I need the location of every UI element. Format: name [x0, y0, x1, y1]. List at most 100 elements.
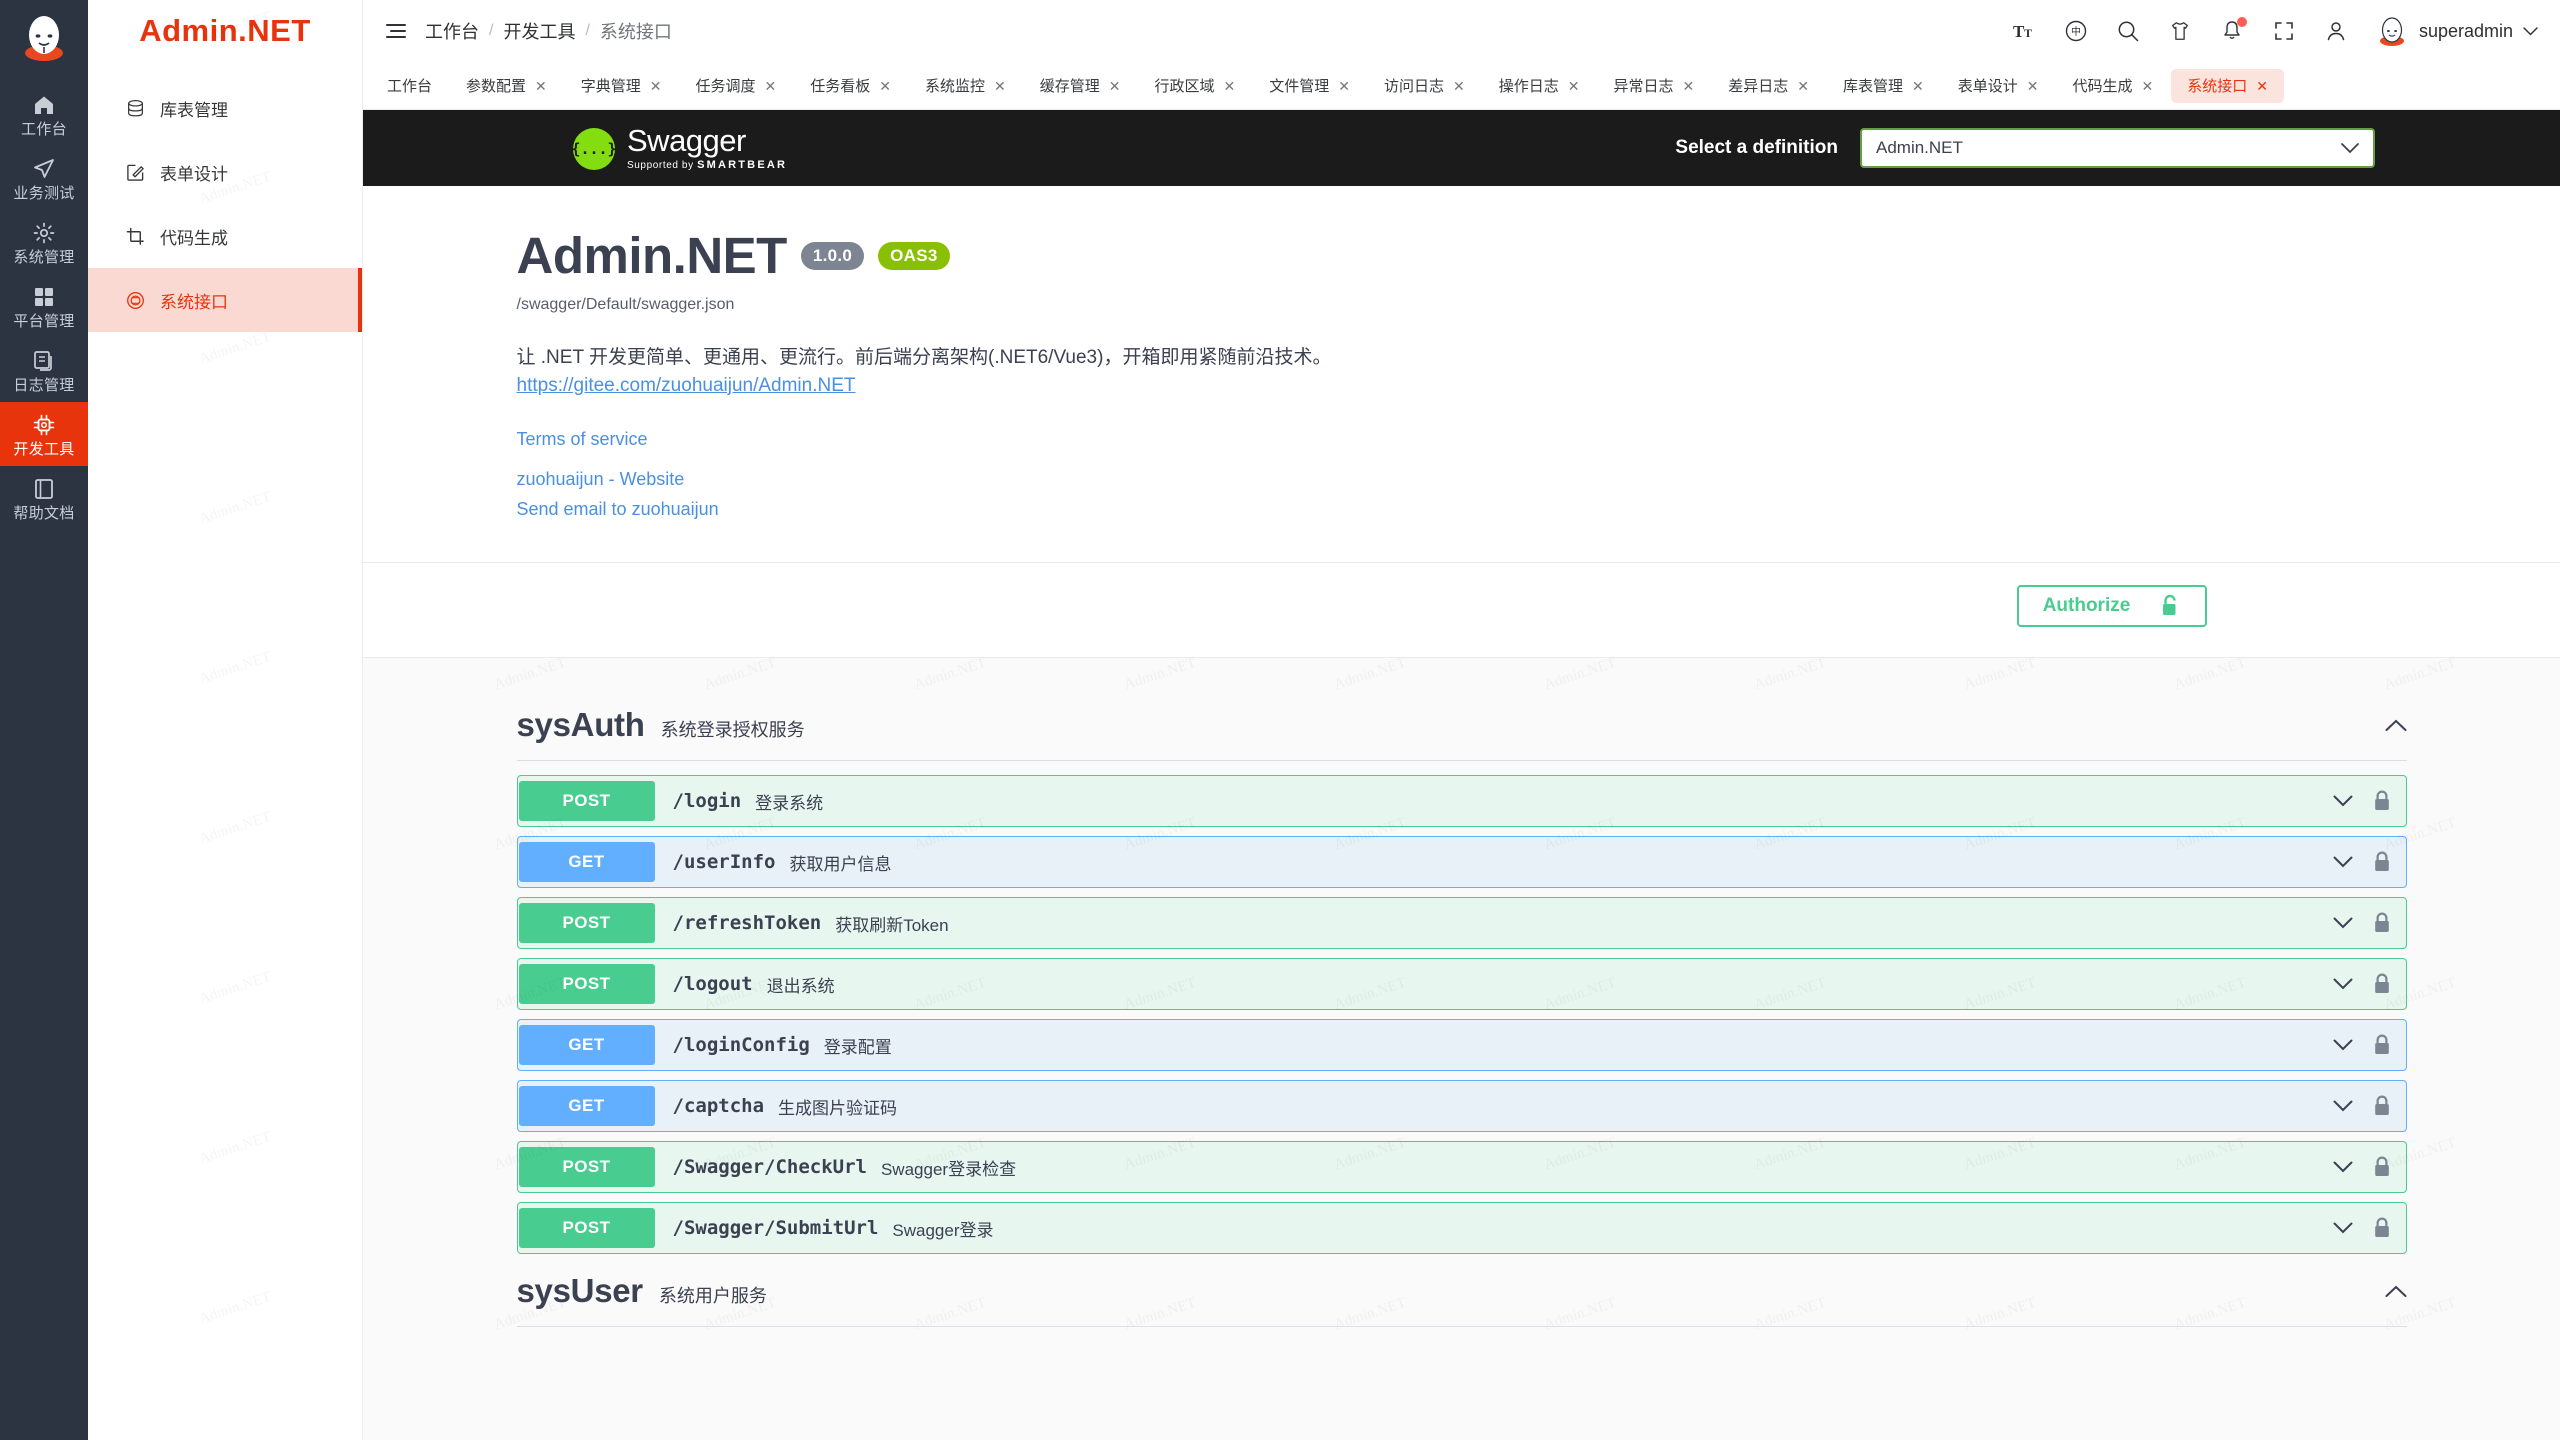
tab-close-icon[interactable]: ✕	[649, 77, 662, 94]
font-size-icon[interactable]: T T	[2011, 18, 2037, 44]
tab-close-icon[interactable]: ✕	[535, 77, 547, 94]
tab-13[interactable]: 库表管理 ✕	[1827, 69, 1940, 103]
tab-close-icon[interactable]: ✕	[879, 77, 892, 94]
tab-close-icon[interactable]: ✕	[1338, 77, 1351, 94]
tab-9[interactable]: 访问日志 ✕	[1368, 69, 1481, 103]
tab-8[interactable]: 文件管理 ✕	[1253, 69, 1366, 103]
tab-10[interactable]: 操作日志 ✕	[1483, 69, 1596, 103]
tab-5[interactable]: 系统监控 ✕	[909, 69, 1022, 103]
chevron-down-icon[interactable]	[2333, 917, 2353, 929]
sidebar-item-0[interactable]: 库表管理	[88, 76, 362, 140]
rail-item-0[interactable]: 工作台	[0, 82, 88, 146]
account-icon[interactable]	[2323, 18, 2349, 44]
tab-close-icon[interactable]: ✕	[1682, 77, 1695, 94]
api-section-header[interactable]: sysUser 系统用户服务	[516, 1254, 2407, 1328]
sidebar-collapse-icon[interactable]	[381, 16, 411, 46]
chevron-down-icon[interactable]	[2523, 26, 2538, 36]
sidebar-item-2[interactable]: 代码生成	[88, 204, 362, 268]
rail-item-4[interactable]: 日志管理	[0, 338, 88, 402]
lock-icon[interactable]	[2373, 851, 2391, 873]
authorize-button[interactable]: Authorize	[2016, 585, 2207, 628]
tab-3[interactable]: 任务调度 ✕	[680, 69, 793, 103]
http-method-badge: POST	[518, 964, 655, 1005]
tab-close-icon[interactable]: ✕	[1453, 77, 1465, 94]
lock-icon[interactable]	[2373, 1156, 2391, 1178]
email-link[interactable]: Send email to zuohuaijun	[516, 499, 719, 520]
tab-close-icon[interactable]: ✕	[1797, 77, 1810, 94]
user-menu[interactable]: superadmin	[2375, 14, 2538, 48]
chevron-down-icon[interactable]	[2333, 978, 2353, 990]
api-operation-row[interactable]: POST/Swagger/SubmitUrl Swagger登录	[516, 1202, 2407, 1255]
rail-item-label: 开发工具	[13, 441, 75, 458]
chevron-down-icon[interactable]	[2333, 1039, 2353, 1051]
lock-icon[interactable]	[2373, 1217, 2391, 1239]
website-link[interactable]: zuohuaijun - Website	[516, 469, 685, 490]
tab-0[interactable]: 工作台	[371, 69, 448, 103]
swagger-logo[interactable]: {...} Swagger Supported by SMARTBEAR	[571, 125, 787, 171]
lock-icon[interactable]	[2373, 973, 2391, 995]
tab-16[interactable]: 系统接口 ✕	[2171, 68, 2285, 103]
chevron-down-icon[interactable]	[2333, 1100, 2353, 1112]
api-section-header[interactable]: sysAuth 系统登录授权服务	[516, 688, 2407, 762]
rail-item-3[interactable]: 平台管理	[0, 274, 88, 338]
tab-1[interactable]: 参数配置 ✕	[450, 69, 563, 103]
notification-bell-icon[interactable]	[2219, 17, 2247, 44]
tab-close-icon[interactable]: ✕	[1567, 77, 1580, 94]
rail-item-1[interactable]: 业务测试	[0, 146, 88, 210]
tab-close-icon[interactable]: ✕	[1108, 77, 1121, 94]
tab-close-icon[interactable]: ✕	[1223, 77, 1236, 94]
lock-icon[interactable]	[2373, 1034, 2391, 1056]
tab-11[interactable]: 异常日志 ✕	[1598, 69, 1711, 103]
tab-close-icon[interactable]: ✕	[994, 77, 1006, 94]
lock-icon[interactable]	[2373, 790, 2391, 812]
terms-of-service-link[interactable]: Terms of service	[516, 429, 648, 450]
sidebar-item-label: 表单设计	[160, 164, 228, 184]
swagger-json-link[interactable]: /swagger/Default/swagger.json	[516, 296, 735, 313]
tab-12[interactable]: 差异日志 ✕	[1712, 69, 1825, 103]
sidebar-item-label: 代码生成	[160, 228, 228, 248]
api-operation-row[interactable]: POST/login 登录系统	[516, 775, 2407, 828]
api-operation-row[interactable]: POST/refreshToken 获取刷新Token	[516, 897, 2407, 950]
api-operation-row[interactable]: GET/captcha 生成图片验证码	[516, 1080, 2407, 1133]
chevron-down-icon[interactable]	[2333, 1222, 2353, 1234]
api-operation-row[interactable]: GET/userInfo 获取用户信息	[516, 836, 2407, 889]
lock-icon[interactable]	[2373, 912, 2391, 934]
chevron-up-icon[interactable]	[2385, 719, 2407, 732]
chevron-down-icon[interactable]	[2333, 856, 2353, 868]
api-operation-row[interactable]: POST/logout 退出系统	[516, 958, 2407, 1011]
tab-close-icon[interactable]: ✕	[2256, 77, 2269, 94]
fullscreen-icon[interactable]	[2271, 18, 2297, 44]
rail-item-5[interactable]: 开发工具	[0, 402, 88, 466]
rail-item-6[interactable]: 帮助文档	[0, 466, 88, 530]
tab-close-icon[interactable]: ✕	[1912, 77, 1924, 94]
language-globe-icon[interactable]: 中	[2063, 18, 2089, 44]
tab-4[interactable]: 任务看板 ✕	[794, 69, 907, 103]
chevron-down-icon[interactable]	[2333, 795, 2353, 807]
breadcrumb-item-0[interactable]: 工作台	[425, 22, 479, 42]
api-operation-row[interactable]: POST/Swagger/CheckUrl Swagger登录检查	[516, 1141, 2407, 1194]
chevron-down-icon[interactable]	[2333, 1161, 2353, 1173]
tab-close-icon[interactable]: ✕	[2141, 77, 2154, 94]
tab-close-icon[interactable]: ✕	[2026, 77, 2039, 94]
tab-label: 文件管理	[1269, 78, 1330, 95]
sidebar-item-1[interactable]: 表单设计	[88, 140, 362, 204]
lock-icon[interactable]	[2373, 1095, 2391, 1117]
tab-15[interactable]: 代码生成 ✕	[2057, 69, 2170, 103]
api-description-link[interactable]: https://gitee.com/zuohuaijun/Admin.NET	[516, 374, 856, 396]
theme-shirt-icon[interactable]	[2167, 18, 2193, 44]
search-icon[interactable]	[2115, 18, 2141, 44]
tab-7[interactable]: 行政区域 ✕	[1139, 69, 1252, 103]
rail-item-2[interactable]: 系统管理	[0, 210, 88, 274]
definition-select[interactable]: Admin.NET	[1860, 128, 2375, 168]
chevron-up-icon[interactable]	[2385, 1285, 2407, 1298]
api-operation-row[interactable]: GET/loginConfig 登录配置	[516, 1019, 2407, 1072]
tab-6[interactable]: 缓存管理 ✕	[1024, 69, 1137, 103]
tab-2[interactable]: 字典管理 ✕	[565, 69, 678, 103]
tab-close-icon[interactable]: ✕	[764, 77, 777, 94]
breadcrumb-item-1[interactable]: 开发工具	[503, 22, 576, 42]
swagger-scroll-body[interactable]: Admin.NETAdmin.NETAdmin.NETAdmin.NETAdmi…	[363, 186, 2560, 1440]
tab-label: 差异日志	[1728, 78, 1789, 95]
tab-14[interactable]: 表单设计 ✕	[1942, 69, 2055, 103]
sidebar-item-3[interactable]: 系统接口	[88, 268, 362, 332]
tab-label: 访问日志	[1384, 78, 1445, 95]
